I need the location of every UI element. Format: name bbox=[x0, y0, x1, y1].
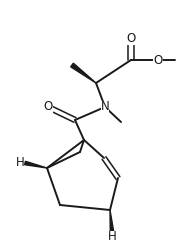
Text: O: O bbox=[153, 54, 163, 66]
Text: O: O bbox=[43, 100, 53, 114]
Text: N: N bbox=[101, 100, 109, 114]
Polygon shape bbox=[110, 210, 114, 232]
Text: O: O bbox=[126, 31, 136, 44]
Text: H: H bbox=[16, 156, 24, 169]
Text: H: H bbox=[108, 230, 116, 244]
Polygon shape bbox=[25, 161, 47, 168]
Polygon shape bbox=[71, 63, 96, 83]
